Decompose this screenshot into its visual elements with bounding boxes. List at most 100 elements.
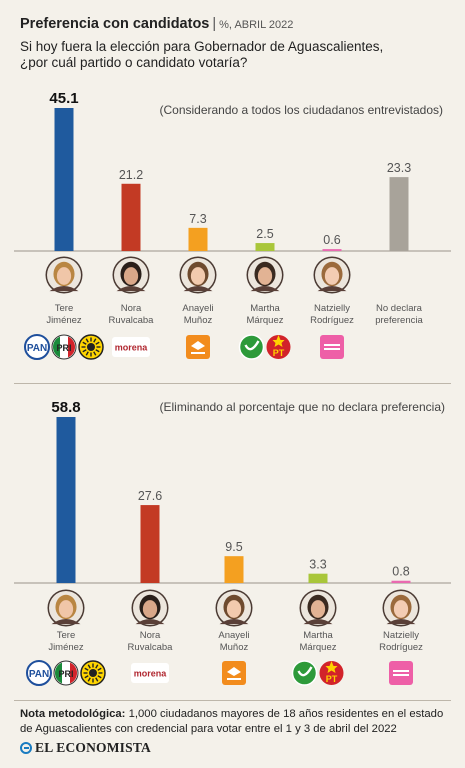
logo-text: PAN [27, 343, 47, 354]
face [56, 267, 72, 285]
category-label: Natzielly [314, 303, 350, 314]
logo-ray [87, 677, 91, 682]
candidate-photo [299, 589, 337, 627]
category-label: Márquez [300, 642, 337, 653]
chart-header: Preferencia con candidatos |%, ABRIL 2022… [20, 16, 450, 71]
category-label: Muñoz [184, 315, 213, 326]
chart-title: Preferencia con candidatos [20, 16, 210, 32]
face [310, 600, 326, 618]
logo-disc [266, 335, 291, 359]
logo-line [191, 352, 205, 354]
logo-ray [97, 675, 102, 679]
category-label: Márquez [247, 315, 284, 326]
shoulders [135, 619, 165, 625]
pri-logo: PRI [51, 334, 77, 360]
logo-ring [24, 334, 50, 360]
movimiento-ciudadano-logo [222, 661, 246, 685]
logo-ray [85, 338, 89, 343]
candidate-photo [131, 589, 169, 627]
title-separator: | [212, 16, 217, 32]
shoulders [116, 286, 146, 292]
bar [322, 249, 342, 251]
logo-text: morena [115, 343, 149, 353]
prd-logo [80, 660, 106, 686]
candidate-photo [45, 256, 83, 294]
logo-ray [95, 349, 100, 353]
logo-text: PRI [56, 343, 71, 353]
data-label: 21.2 [119, 168, 143, 182]
category-label: Nora [121, 303, 142, 314]
logo-star [325, 661, 338, 673]
candidate-photo [179, 256, 217, 294]
section-divider [14, 383, 451, 384]
morena-logo: morena [131, 663, 169, 683]
logo-ray [93, 351, 97, 356]
shoulders [51, 619, 81, 625]
candidate-photo [382, 589, 420, 627]
category-label: Anayeli [182, 303, 213, 314]
data-label: 23.3 [387, 161, 411, 175]
logo-ray [95, 341, 100, 345]
logo-ray [95, 664, 99, 669]
data-label: 9.5 [225, 540, 242, 554]
logo-box [389, 661, 413, 685]
shoulders [317, 286, 347, 292]
bar [255, 243, 275, 251]
candidate-photo [313, 256, 351, 294]
category-label: Anayeli [218, 630, 249, 641]
logo-line [324, 348, 340, 350]
brand-name: EL ECONOMISTA [35, 740, 151, 755]
pt-logo: PT [266, 335, 291, 359]
movimiento-ciudadano-logo [186, 335, 210, 359]
data-label: 2.5 [256, 227, 273, 241]
shoulders [49, 286, 79, 292]
candidate-photo [112, 256, 150, 294]
shoulders [219, 619, 249, 625]
category-label: Martha [303, 630, 333, 641]
logo-ring [26, 660, 52, 686]
logo-sun [87, 343, 95, 351]
logo-disc [319, 661, 344, 685]
logo-disc [291, 660, 318, 686]
face [257, 267, 273, 285]
brand-icon [20, 742, 32, 754]
logo-line [393, 674, 409, 676]
candidate-photo [47, 589, 85, 627]
logo-ray [95, 677, 99, 682]
data-label: 3.3 [309, 558, 326, 572]
footer-divider [14, 700, 451, 701]
morena-logo: morena [112, 337, 150, 357]
logo-text: PT [326, 674, 338, 684]
logo-green [54, 662, 62, 684]
bar [54, 108, 74, 251]
logo-line [227, 678, 241, 680]
category-label: Nora [140, 630, 161, 641]
bar [121, 183, 141, 251]
bar [188, 227, 208, 251]
candidate-photo [215, 589, 253, 627]
bar [224, 556, 244, 583]
logo-disc [238, 334, 265, 360]
logo-check [297, 666, 313, 677]
logo-ray [93, 338, 97, 343]
fuerza-por-mexico-logo [389, 661, 413, 685]
category-label: Muñoz [220, 642, 249, 653]
category-label: Jiménez [48, 642, 84, 653]
logo-ray [85, 351, 89, 356]
data-label: 45.1 [49, 90, 78, 107]
logo-line [393, 670, 409, 672]
chart-all-respondents: (Considerando a todos los ciudadanos ent… [14, 90, 451, 360]
logo-ray [82, 349, 87, 353]
category-label: Natzielly [383, 630, 419, 641]
shoulders [386, 619, 416, 625]
category-label: Tere [57, 630, 75, 641]
category-label: Rodríguez [310, 315, 354, 326]
unit-label: %, ABRIL 2022 [219, 19, 294, 31]
data-label: 0.8 [392, 565, 409, 579]
bar [308, 573, 328, 583]
chart-excluding-undeclared: (Eliminando al porcentaje que no declara… [14, 399, 451, 686]
bar [391, 580, 411, 583]
question-line-1: Si hoy fuera la elección para Gobernador… [20, 39, 384, 54]
shoulders [183, 286, 213, 292]
logo-text: PT [273, 348, 285, 358]
